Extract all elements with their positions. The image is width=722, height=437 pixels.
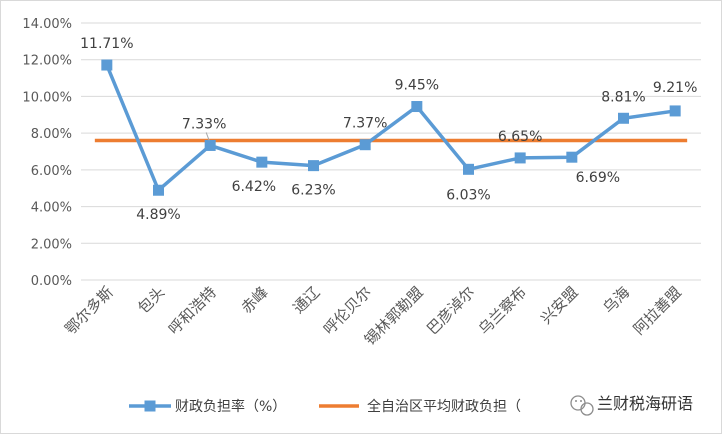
data-label: 9.21%	[653, 80, 697, 96]
x-category-label: 巴彦淖尔	[423, 283, 478, 338]
data-label: 6.42%	[232, 179, 276, 195]
data-point	[514, 152, 526, 164]
y-tick-label: 0.00%	[31, 274, 72, 289]
y-tick-label: 6.00%	[31, 164, 72, 179]
y-tick-label: 2.00%	[31, 237, 72, 252]
data-label: 6.03%	[446, 187, 490, 203]
y-tick-label: 8.00%	[31, 127, 72, 142]
data-point	[411, 101, 423, 113]
data-point	[204, 139, 216, 151]
data-point	[101, 59, 113, 71]
data-point	[359, 139, 371, 151]
gridlines	[81, 22, 701, 281]
data-point	[256, 156, 268, 168]
label-leader-line	[205, 132, 210, 141]
data-label: 9.45%	[395, 78, 439, 94]
data-point	[669, 105, 681, 117]
x-category-label: 兴安盟	[537, 283, 582, 328]
data-point	[463, 163, 474, 175]
y-tick-label: 4.00%	[31, 201, 72, 216]
data-point	[153, 184, 164, 196]
data-label: 6.69%	[576, 170, 620, 186]
x-category-label: 乌兰察布	[475, 283, 530, 338]
x-category-label: 呼和浩特	[165, 283, 220, 338]
series-line	[105, 64, 676, 192]
data-label: 4.89%	[136, 207, 180, 223]
legend-marker-swatch	[144, 400, 156, 412]
data-label: 7.37%	[343, 116, 387, 132]
data-label: 6.23%	[291, 183, 335, 199]
data-label: 8.81%	[601, 89, 645, 105]
data-labels: 11.71% 4.89% 7.33% 6.42% 6.23% 7.37% 9.45% 6.03…	[80, 36, 697, 223]
data-label: 6.65%	[498, 129, 542, 145]
data-point	[308, 160, 319, 172]
x-category-label: 包头	[134, 283, 168, 317]
burden-rate-series	[101, 59, 681, 196]
x-category-label: 赤峰	[238, 283, 272, 317]
y-tick-label: 14.00%	[22, 17, 72, 32]
legend-label: 全自治区平均财政负担（	[367, 398, 521, 415]
x-category-label: 通辽	[289, 283, 323, 317]
x-category-label: 鄂尔多斯	[61, 283, 116, 338]
data-label: 7.33%	[182, 116, 226, 132]
data-label: 11.71%	[80, 36, 133, 52]
watermark: 兰财税海研语	[570, 394, 693, 416]
y-axis-tick-labels: 0.00% 2.00% 4.00% 6.00% 8.00% 10.00% 12.00% 14.…	[22, 17, 72, 289]
wechat-icon	[570, 395, 594, 416]
y-tick-label: 10.00%	[22, 90, 72, 105]
legend-label: 财政负担率（%）	[175, 398, 286, 415]
x-category-label: 阿拉善盟	[630, 283, 685, 338]
legend: 财政负担率（%） 全自治区平均财政负担（	[129, 398, 521, 415]
y-tick-label: 12.00%	[22, 54, 72, 69]
x-category-label: 乌海	[599, 283, 633, 317]
data-point	[566, 151, 578, 163]
watermark-text: 兰财税海研语	[597, 394, 693, 413]
data-point	[618, 112, 629, 124]
